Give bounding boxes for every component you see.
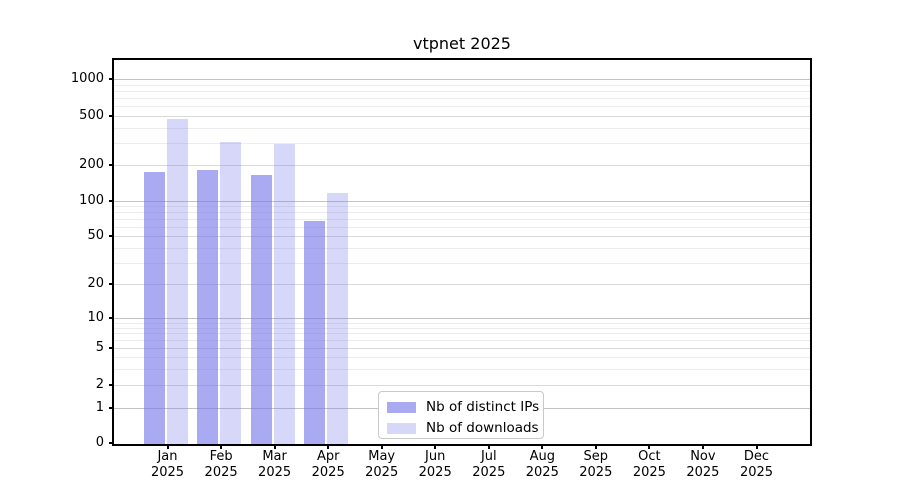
x-tick-label: Nov 2025 xyxy=(686,449,720,480)
y-tick-mark xyxy=(109,235,114,237)
x-tick-mark xyxy=(434,444,437,449)
x-tick-mark xyxy=(594,444,597,449)
x-tick-label: Apr 2025 xyxy=(311,449,345,480)
gridline xyxy=(114,369,810,370)
x-tick-label: Oct 2025 xyxy=(632,449,666,480)
bar-downloads xyxy=(220,141,242,444)
x-tick-label: Mar 2025 xyxy=(258,449,292,480)
gridline xyxy=(114,143,810,144)
gridline xyxy=(114,328,810,329)
gridline xyxy=(114,219,810,220)
x-tick-label: May 2025 xyxy=(365,449,399,480)
x-tick-label: Aug 2025 xyxy=(525,449,559,480)
x-tick-mark xyxy=(648,444,651,449)
y-tick-mark xyxy=(109,164,114,166)
gridline xyxy=(114,212,810,213)
y-tick-label: 0 xyxy=(95,435,104,450)
y-tick-mark xyxy=(109,442,114,444)
x-tick-label: Dec 2025 xyxy=(739,449,774,480)
y-tick-mark xyxy=(109,283,114,285)
gridline xyxy=(114,201,810,202)
gridline xyxy=(114,236,810,237)
y-tick-label: 20 xyxy=(87,276,104,291)
gridline xyxy=(114,165,810,166)
y-tick-label: 1 xyxy=(95,400,104,415)
gridline xyxy=(114,206,810,207)
bar-distinct-ips xyxy=(250,175,272,444)
gridline xyxy=(114,128,810,129)
y-tick-label: 50 xyxy=(87,228,104,243)
gridline xyxy=(114,248,810,249)
gridline xyxy=(114,85,810,86)
x-tick-label: Feb 2025 xyxy=(204,449,238,480)
y-tick-label: 5 xyxy=(95,340,104,355)
gridline xyxy=(114,116,810,117)
bar-distinct-ips xyxy=(304,220,326,444)
distinct-ips-swatch-icon xyxy=(387,402,416,413)
gridline xyxy=(114,348,810,349)
gridline xyxy=(114,323,810,324)
x-tick-mark xyxy=(380,444,383,449)
y-tick-label: 2 xyxy=(95,377,104,392)
bar-distinct-ips xyxy=(143,171,165,444)
x-tick-label: Jun 2025 xyxy=(418,449,452,480)
gridline xyxy=(114,284,810,285)
y-tick-mark xyxy=(109,347,114,349)
plot-area xyxy=(114,60,810,444)
gridline xyxy=(114,318,810,319)
legend: Nb of distinct IPs Nb of downloads xyxy=(378,391,544,439)
bar-downloads xyxy=(273,144,295,444)
gridline xyxy=(114,227,810,228)
chart-title: vtpnet 2025 xyxy=(413,34,511,53)
gridline xyxy=(114,263,810,264)
legend-item: Nb of downloads xyxy=(379,418,543,438)
gridline xyxy=(114,91,810,92)
y-tick-mark xyxy=(109,78,114,80)
downloads-swatch-icon xyxy=(387,423,416,434)
legend-label: Nb of distinct IPs xyxy=(426,399,540,415)
gridline xyxy=(114,333,810,334)
x-tick-mark xyxy=(541,444,544,449)
x-tick-mark xyxy=(220,444,223,449)
x-tick-mark xyxy=(487,444,490,449)
x-tick-mark xyxy=(273,444,276,449)
y-tick-mark xyxy=(109,317,114,319)
gridline xyxy=(114,357,810,358)
bar-distinct-ips xyxy=(197,169,219,444)
y-tick-label: 200 xyxy=(79,157,104,172)
x-tick-label: Jul 2025 xyxy=(472,449,506,480)
y-tick-mark xyxy=(109,115,114,117)
gridline xyxy=(114,385,810,386)
x-tick-label: Jan 2025 xyxy=(150,449,185,480)
x-tick-label: Sep 2025 xyxy=(579,449,613,480)
y-tick-mark xyxy=(109,407,114,409)
y-tick-label: 10 xyxy=(87,310,104,325)
y-tick-label: 1000 xyxy=(70,71,104,86)
y-tick-label: 100 xyxy=(79,193,104,208)
y-tick-mark xyxy=(109,200,114,202)
y-tick-label: 500 xyxy=(79,108,104,123)
legend-item: Nb of distinct IPs xyxy=(379,397,543,417)
x-tick-mark xyxy=(755,444,758,449)
x-tick-mark xyxy=(327,444,330,449)
gridline xyxy=(114,79,810,80)
legend-label: Nb of downloads xyxy=(426,420,539,436)
gridline xyxy=(114,340,810,341)
x-tick-mark xyxy=(701,444,704,449)
gridline xyxy=(114,98,810,99)
bar-downloads xyxy=(327,192,349,444)
x-tick-mark xyxy=(166,444,169,449)
gridline xyxy=(114,106,810,107)
bar-downloads xyxy=(166,119,188,444)
y-tick-mark xyxy=(109,384,114,386)
